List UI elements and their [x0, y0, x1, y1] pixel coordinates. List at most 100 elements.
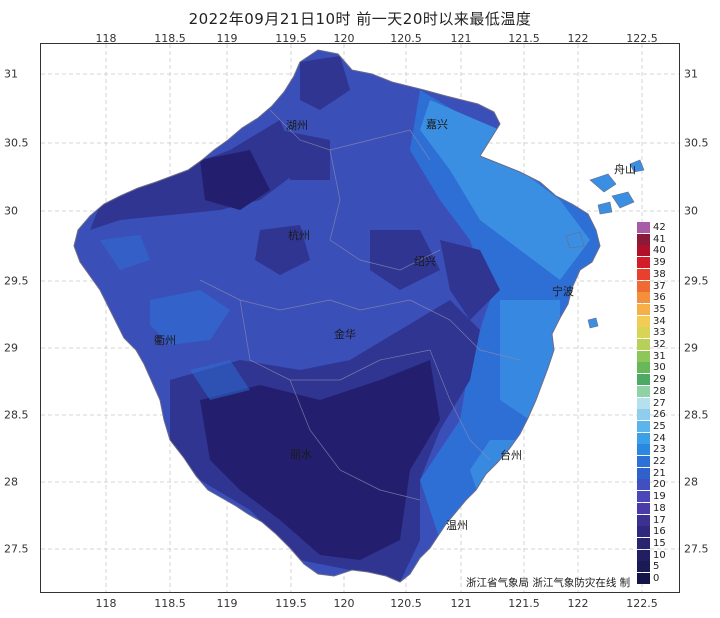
lat-tick-right: 31	[684, 67, 698, 81]
lon-tick-top: 121	[450, 32, 472, 45]
legend-label: 5	[653, 561, 660, 573]
city-label-zhoushan: 舟山	[614, 163, 636, 176]
lat-tick-left: 31	[4, 67, 18, 81]
legend-label: 20	[653, 479, 666, 491]
legend-label: 27	[653, 397, 666, 409]
legend-swatch	[637, 549, 650, 561]
lat-tick-left: 28	[4, 475, 18, 489]
lon-tick-top: 119.5	[275, 32, 307, 45]
city-label-jinhua: 金华	[334, 328, 356, 341]
lat-tick-left: 29	[4, 341, 18, 355]
legend-swatch	[637, 397, 650, 409]
lat-tick-left: 30	[4, 204, 18, 218]
lon-tick-top: 120	[333, 32, 355, 45]
legend-swatch	[637, 456, 650, 467]
legend-swatch	[637, 479, 650, 491]
legend-swatch	[637, 502, 650, 514]
lon-tick-bottom: 118.5	[154, 597, 186, 610]
legend-swatch	[637, 467, 650, 479]
legend-label: 26	[653, 409, 666, 421]
legend-label: 34	[653, 315, 666, 327]
legend-swatch	[637, 561, 650, 573]
legend-label: 36	[653, 292, 666, 304]
legend-label: 33	[653, 327, 666, 339]
lon-tick-bottom: 122.5	[626, 597, 658, 610]
zhoushan-islands	[565, 159, 645, 329]
legend-label: 29	[653, 374, 666, 386]
lon-tick-bottom: 119	[216, 597, 238, 610]
legend-swatch	[637, 526, 650, 538]
lon-tick-top: 118	[95, 32, 117, 45]
city-label-quzhou: 衢州	[154, 334, 176, 347]
legend-swatch	[637, 303, 650, 315]
legend-swatch	[637, 350, 650, 362]
legend-label: 21	[653, 467, 666, 479]
lon-tick-bottom: 120.5	[390, 597, 422, 610]
legend-swatch	[637, 537, 650, 549]
legend-swatch	[637, 374, 650, 386]
legend-swatch	[637, 315, 650, 327]
lon-tick-top: 122	[567, 32, 589, 45]
legend-label: 42	[653, 222, 666, 233]
legend-label: 31	[653, 350, 666, 362]
map-credit: 浙江省气象局 浙江气象防灾在线 制	[466, 577, 631, 589]
legend-swatch	[637, 444, 650, 456]
city-label-taizhou: 台州	[500, 449, 522, 462]
map-title: 2022年09月21日10时 前一天20时以来最低温度	[188, 10, 532, 28]
city-label-hangzhou: 杭州	[288, 229, 310, 242]
legend-label: 41	[653, 233, 666, 245]
temperature-field	[74, 50, 600, 582]
legend-label: 37	[653, 280, 666, 292]
legend-label: 32	[653, 339, 666, 350]
legend-label: 40	[653, 245, 666, 257]
legend-label: 22	[653, 456, 666, 467]
legend-swatch	[637, 280, 650, 292]
legend-swatch	[637, 327, 650, 339]
lon-tick-top: 119	[216, 32, 238, 45]
lon-tick-bottom: 122	[567, 597, 589, 610]
legend-label: 23	[653, 444, 666, 456]
legend-swatch	[637, 233, 650, 245]
legend-label: 16	[653, 526, 666, 538]
legend-label: 35	[653, 303, 666, 315]
lat-tick-right: 28	[684, 475, 698, 489]
lon-tick-bottom: 118	[95, 597, 117, 610]
lat-tick-left: 30.5	[4, 136, 29, 150]
city-label-wenzhou: 温州	[446, 519, 468, 532]
lat-tick-right: 30.5	[684, 136, 709, 150]
city-label-ningbo: 宁波	[552, 285, 574, 298]
city-boundaries	[199, 109, 521, 501]
legend-swatch	[637, 573, 650, 584]
legend-swatch	[637, 432, 650, 444]
lon-tick-bottom: 121	[450, 597, 472, 610]
lon-tick-bottom: 120	[333, 597, 355, 610]
legend-label: 39	[653, 257, 666, 269]
lat-tick-left: 27.5	[4, 542, 29, 556]
legend-label: 15	[653, 537, 666, 549]
city-label-jiaxing: 嘉兴	[426, 118, 448, 131]
legend-label: 0	[653, 573, 660, 584]
legend-swatch	[637, 222, 650, 233]
lon-tick-top: 121.5	[508, 32, 540, 45]
legend-swatch	[637, 409, 650, 421]
lat-tick-right: 29	[684, 341, 698, 355]
legend-label: 18	[653, 502, 666, 514]
legend-label: 10	[653, 549, 666, 561]
legend-swatch	[637, 268, 650, 280]
lat-tick-right: 27.5	[684, 542, 709, 556]
legend-label: 28	[653, 385, 666, 397]
legend-label: 38	[653, 268, 666, 280]
legend-swatch	[637, 362, 650, 374]
lat-tick-left: 28.5	[4, 408, 29, 422]
legend-swatch	[637, 339, 650, 350]
legend-swatch	[637, 491, 650, 503]
legend-swatch	[637, 292, 650, 304]
lon-tick-bottom: 119.5	[275, 597, 307, 610]
legend-label: 25	[653, 420, 666, 432]
lon-tick-top: 122.5	[626, 32, 658, 45]
legend-label: 17	[653, 514, 666, 526]
lat-tick-right: 28.5	[684, 408, 709, 422]
lon-tick-top: 120.5	[390, 32, 422, 45]
legend-swatch	[637, 385, 650, 397]
